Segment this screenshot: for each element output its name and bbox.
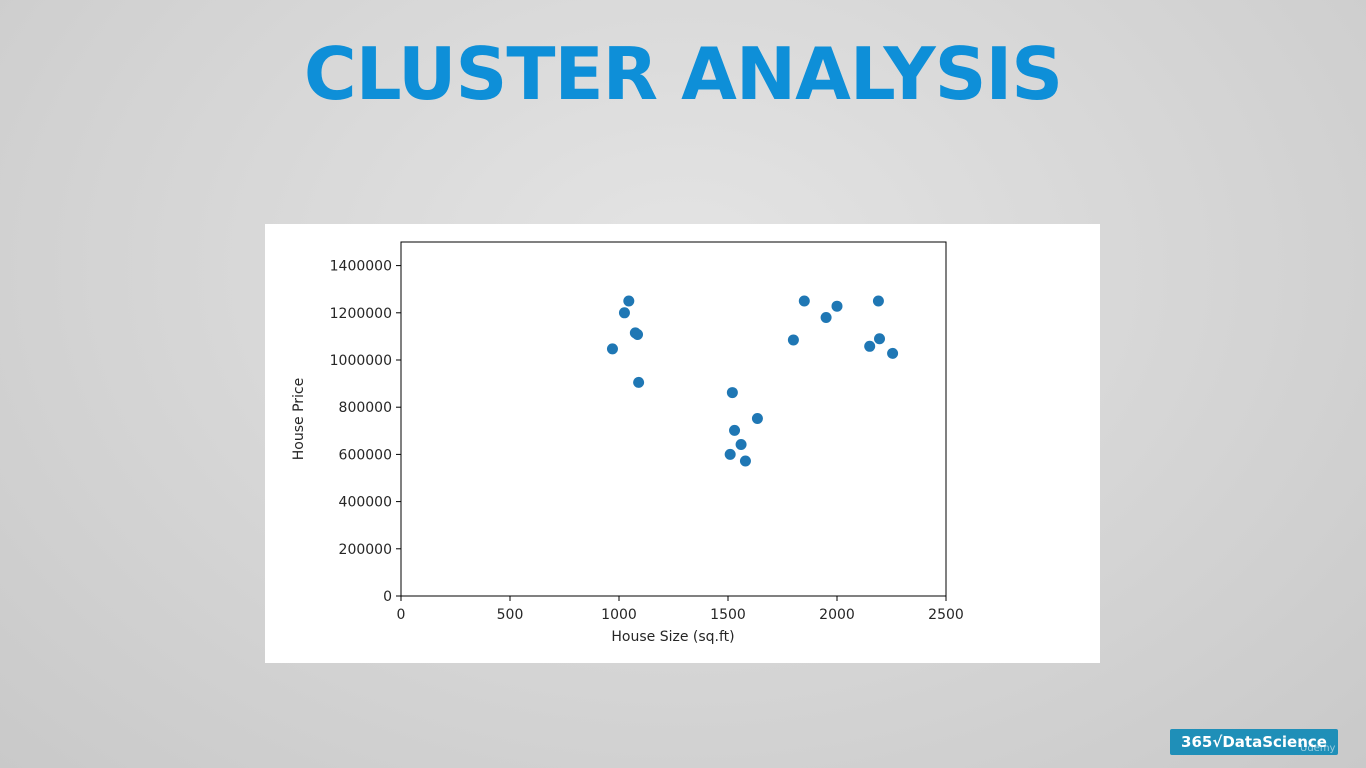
- scatter-chart-panel: 0 500 1000 1500 2000 2500 0 200000 400000 600000…: [265, 224, 1100, 663]
- scatter-point: [751, 413, 763, 425]
- x-tick-label: 0: [397, 607, 406, 623]
- x-tick-label: 2500: [928, 607, 964, 623]
- x-tick-label: 2000: [819, 607, 855, 623]
- y-tick-label: 600000: [339, 447, 392, 463]
- y-tick-label: 1200000: [330, 306, 392, 322]
- scatter-point: [729, 424, 741, 436]
- scatter-point: [726, 387, 738, 399]
- scatter-point: [887, 347, 899, 359]
- scatter-point: [632, 329, 644, 341]
- y-axis-label: House Price: [291, 378, 307, 460]
- y-tick-label: 200000: [339, 542, 392, 558]
- scatter-point: [724, 448, 736, 460]
- brand-logo: 365√DataScience: [1170, 729, 1338, 755]
- x-tick-label: 1500: [710, 607, 746, 623]
- x-tick-label: 500: [497, 607, 524, 623]
- scatter-point: [618, 307, 630, 319]
- y-tick-label: 1000000: [330, 353, 392, 369]
- data-points: [606, 295, 899, 467]
- scatter-point: [787, 334, 799, 346]
- y-tick-label: 800000: [339, 400, 392, 416]
- scatter-point: [623, 295, 635, 307]
- scatter-chart: 0 500 1000 1500 2000 2500 0 200000 400000 600000…: [291, 241, 964, 645]
- plot-frame: [400, 241, 947, 597]
- scatter-point: [739, 455, 751, 467]
- scatter-point: [864, 340, 876, 352]
- scatter-point: [798, 295, 810, 307]
- scatter-point: [872, 295, 884, 307]
- y-tick-label: 400000: [339, 495, 392, 511]
- scatter-point: [874, 333, 886, 345]
- scatter-point: [831, 300, 843, 312]
- scatter-point: [820, 312, 832, 324]
- udemy-watermark: Udemy: [1300, 743, 1336, 754]
- scatter-point: [606, 343, 618, 355]
- y-tick-label: 0: [383, 589, 392, 605]
- x-tick-label: 1000: [601, 607, 637, 623]
- x-axis-label: House Size (sq.ft): [611, 629, 734, 645]
- x-axis: 0 500 1000 1500 2000 2500: [397, 596, 964, 623]
- y-tick-label: 1400000: [330, 259, 392, 275]
- scatter-point: [735, 438, 747, 450]
- slide-title: CLUSTER ANALYSIS: [303, 32, 1063, 116]
- y-axis: 0 200000 400000 600000 800000 1000000 1200000 1…: [330, 259, 401, 605]
- scatter-point: [633, 376, 645, 388]
